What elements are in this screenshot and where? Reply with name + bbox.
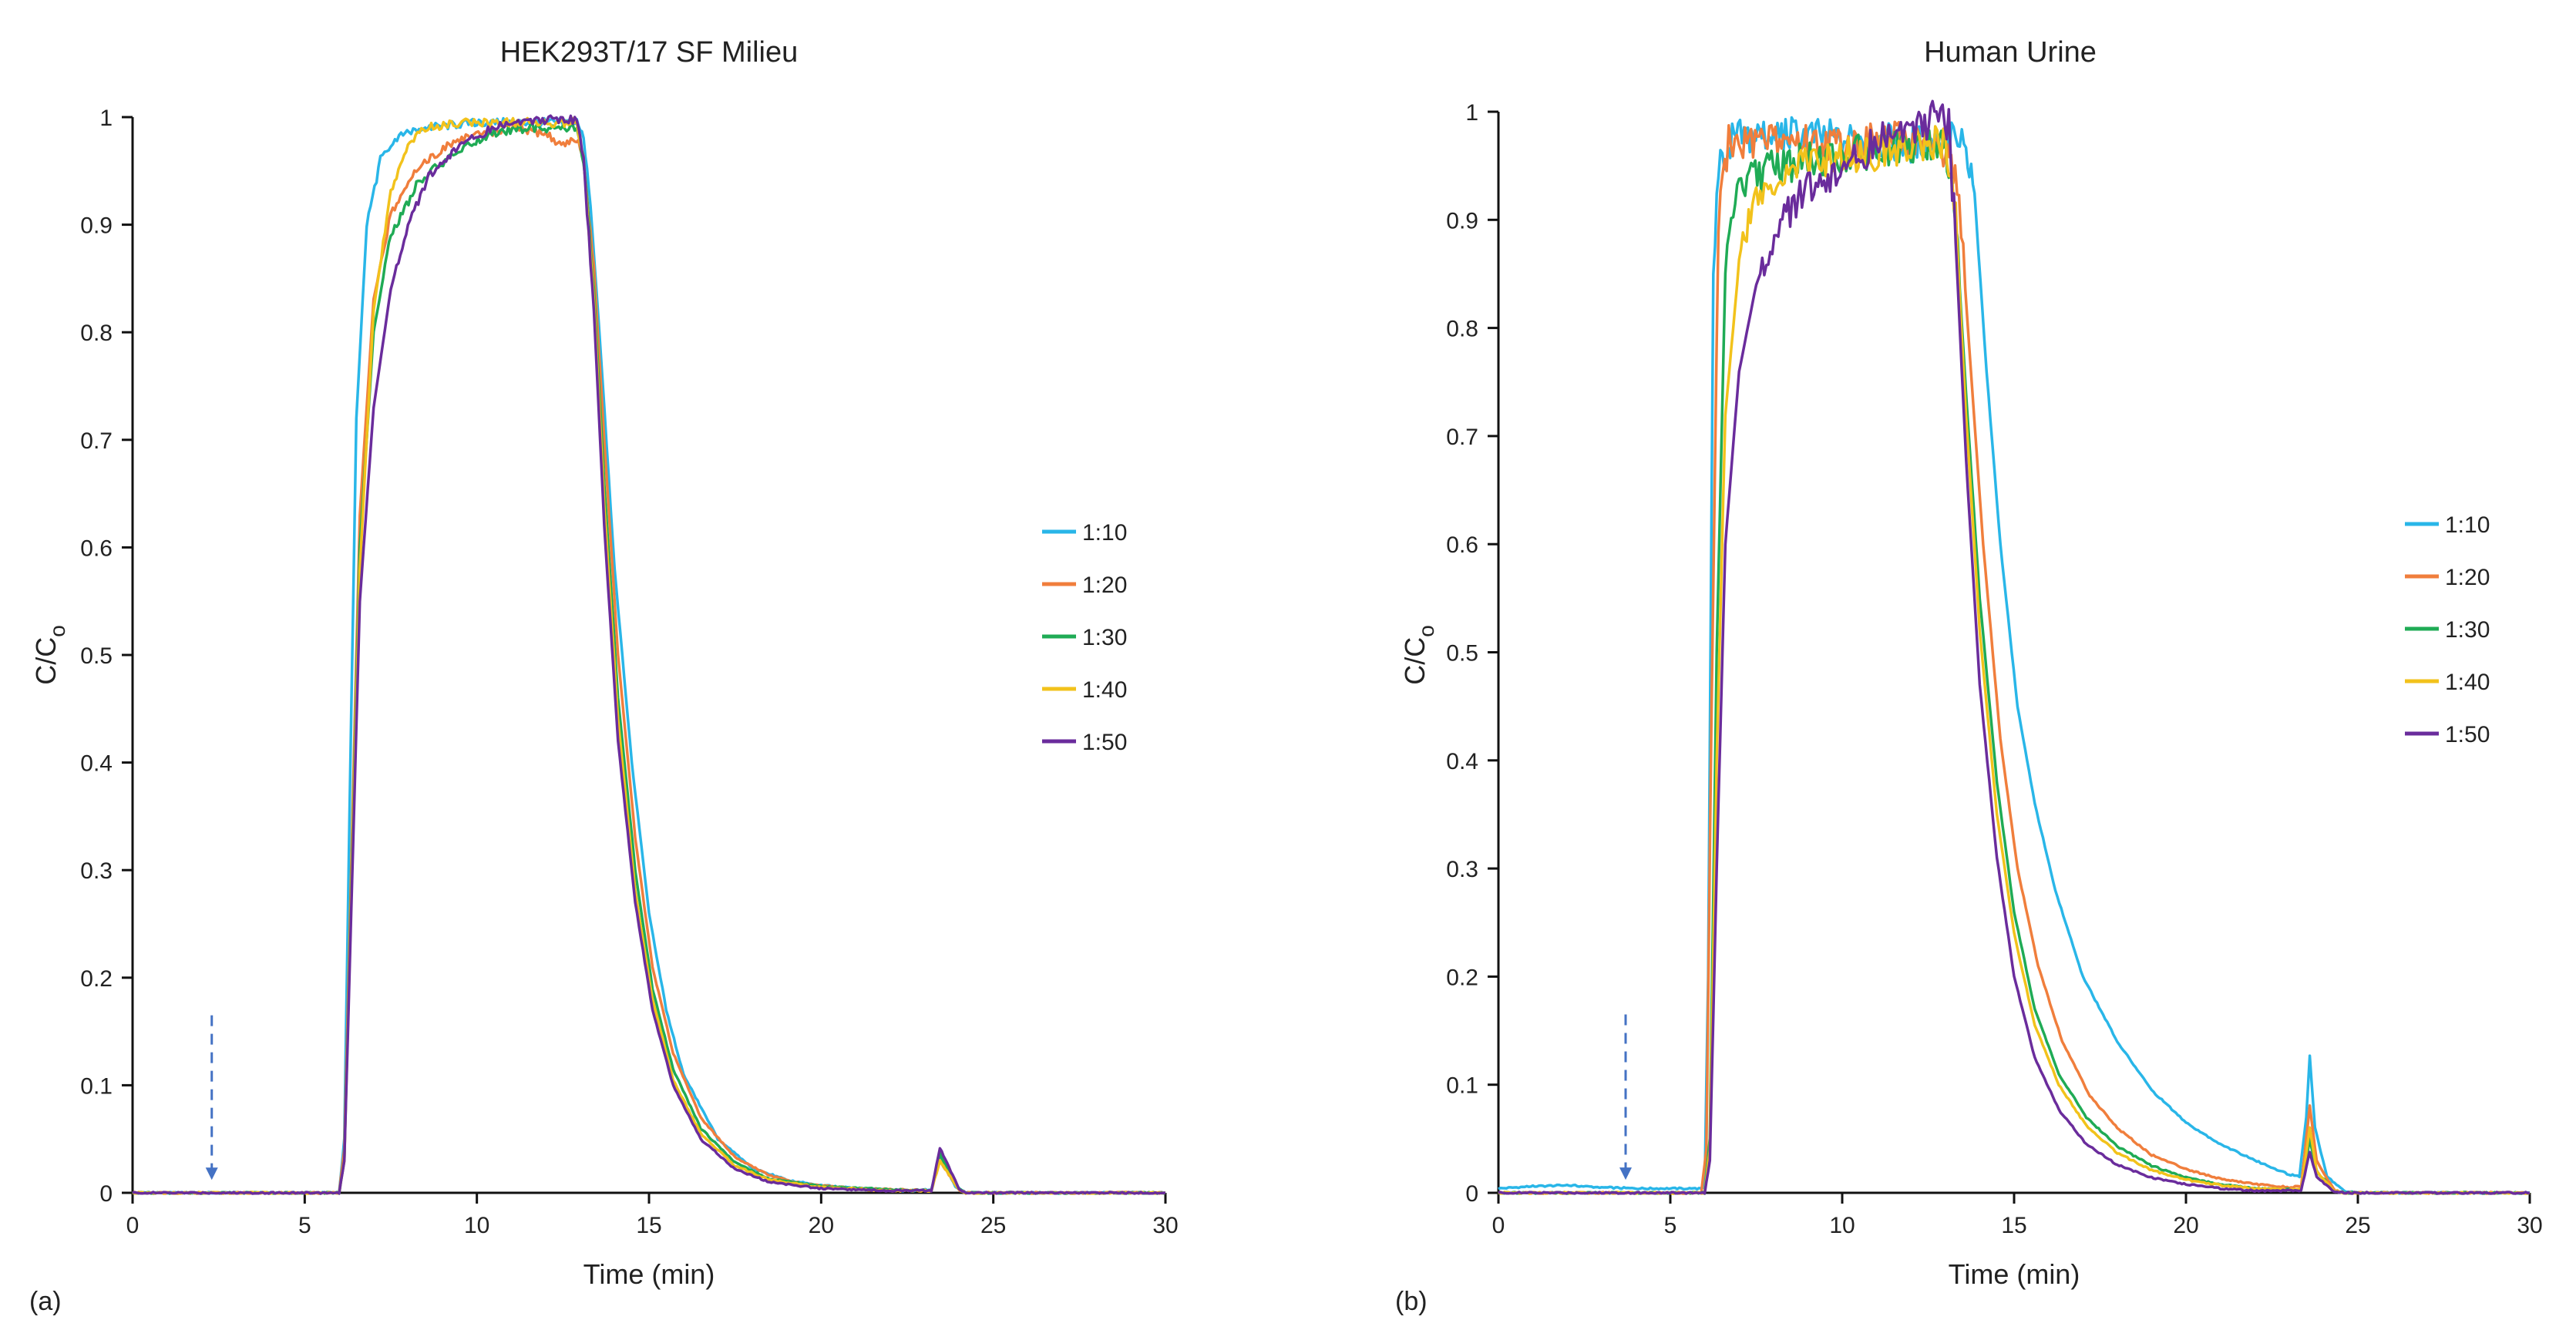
x-tick-label: 30 — [1152, 1213, 1178, 1238]
series-line-1-30 — [132, 123, 1166, 1195]
x-tick-label: 10 — [464, 1213, 489, 1238]
legend-label: 1:20 — [1082, 573, 1127, 598]
chart-panel-b: Human Urine 0 5 10 15 20 25 30 0 0.1 0.2 0.3 0.4 0.5 0… — [1395, 36, 2543, 1316]
chart-title: HEK293T/17 SF Milieu — [500, 36, 799, 69]
legend-label: 1:10 — [2445, 512, 2490, 538]
x-tick-label: 0 — [1492, 1213, 1505, 1238]
y-axis-label-main: C/C — [1399, 637, 1431, 685]
y-tick-label: 0.1 — [80, 1073, 113, 1099]
y-tick-label: 0.5 — [80, 643, 113, 669]
y-tick-label: 0.3 — [80, 858, 113, 884]
y-tick-label: 0.4 — [80, 751, 113, 777]
series-line-1-50 — [1498, 99, 2531, 1195]
x-tick-label: 15 — [636, 1213, 661, 1238]
legend-label: 1:40 — [2445, 670, 2490, 695]
x-tick-label: 30 — [2517, 1213, 2542, 1238]
legend-label: 1:30 — [1082, 625, 1127, 650]
y-axis-label-subscript: o — [45, 625, 69, 637]
y-tick-label: 0 — [99, 1181, 113, 1207]
y-tick-label: 0.2 — [80, 966, 113, 992]
y-tick-label: 0.7 — [1446, 425, 1478, 450]
y-tick-label: 1 — [99, 106, 113, 131]
series-line-1-20 — [1498, 120, 2531, 1195]
x-tick-label: 0 — [126, 1213, 140, 1238]
series-line-1-10 — [132, 116, 1166, 1195]
legend-label: 1:20 — [2445, 565, 2490, 590]
y-tick-label: 0.4 — [1446, 749, 1478, 774]
series-line-1-40 — [132, 116, 1166, 1195]
y-tick-label: 0.8 — [80, 321, 113, 346]
legend-label: 1:40 — [1082, 677, 1127, 703]
y-tick-label: 0.6 — [1446, 532, 1478, 558]
x-tick-label: 15 — [2001, 1213, 2026, 1238]
chart-title: Human Urine — [1924, 36, 2097, 69]
y-tick-label: 0.7 — [80, 428, 113, 454]
series-line-1-50 — [132, 114, 1166, 1195]
panel-label: (b) — [1395, 1287, 1428, 1316]
series-line-1-20 — [132, 123, 1166, 1195]
y-axis-label-text: C/Co — [1399, 625, 1438, 685]
legend-label: 1:30 — [2445, 617, 2490, 643]
legend-label: 1:50 — [2445, 722, 2490, 747]
y-axis-label-subscript: o — [1414, 625, 1438, 637]
x-tick-label: 10 — [1829, 1213, 1855, 1238]
y-tick-label: 0.9 — [1446, 208, 1478, 233]
x-tick-label: 5 — [298, 1213, 311, 1238]
legend-label: 1:50 — [1082, 730, 1127, 755]
annotation-arrowhead — [1619, 1167, 1633, 1180]
legend-label: 1:10 — [1082, 520, 1127, 546]
panel-label: (a) — [29, 1287, 62, 1316]
x-axis-label: Time (min) — [1949, 1258, 2080, 1290]
y-tick-label: 0.8 — [1446, 317, 1478, 342]
y-tick-label: 0 — [1465, 1181, 1478, 1207]
y-tick-label: 0.1 — [1446, 1073, 1478, 1099]
x-tick-label: 25 — [980, 1213, 1006, 1238]
series-line-1-30 — [1498, 126, 2531, 1195]
series-line-1-10 — [1498, 116, 2531, 1195]
y-axis-label: C/Co — [1399, 625, 1438, 685]
x-tick-label: 25 — [2345, 1213, 2370, 1238]
x-tick-label: 20 — [809, 1213, 834, 1238]
y-axis-label-main: C/C — [30, 637, 62, 685]
y-axis-label: C/Co — [30, 625, 69, 685]
y-tick-label: 0.9 — [80, 213, 113, 239]
chart-panel-a: HEK293T/17 SF Milieu 0 5 10 15 20 25 30 0 0.1 0.2 0… — [29, 36, 1179, 1316]
y-tick-label: 0.2 — [1446, 965, 1478, 990]
y-tick-label: 0.3 — [1446, 857, 1478, 882]
y-tick-label: 0.5 — [1446, 641, 1478, 667]
x-tick-label: 20 — [2173, 1213, 2198, 1238]
annotation-arrowhead — [205, 1167, 218, 1180]
y-axis-label-text: C/Co — [30, 625, 69, 685]
series-line-1-40 — [1498, 125, 2531, 1195]
x-tick-label: 5 — [1664, 1213, 1677, 1238]
x-axis-label: Time (min) — [583, 1258, 715, 1290]
y-tick-label: 0.6 — [80, 536, 113, 561]
y-tick-label: 1 — [1465, 100, 1478, 126]
